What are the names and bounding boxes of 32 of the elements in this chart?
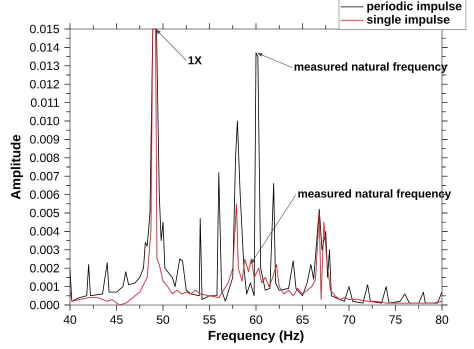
y-tick-label: 0.008	[30, 154, 60, 162]
y-tick-label: 0.005	[30, 208, 60, 218]
legend-label: single impulse	[366, 14, 450, 26]
x-tick-label: 75	[389, 315, 402, 324]
annotation: measured natural frequency	[294, 62, 448, 73]
x-tick-label: 65	[296, 315, 309, 324]
y-tick-label: 0.002	[30, 264, 59, 272]
y-tick-label: 0.012	[30, 80, 59, 88]
legend-label: periodic impulse	[367, 2, 462, 13]
y-tick-label: 0.001	[30, 282, 60, 291]
annotation: measured natural frequency	[298, 189, 452, 200]
y-tick-label: 0.014	[30, 43, 60, 52]
x-tick-label: 80	[436, 315, 448, 324]
y-tick-label: 0.000	[30, 300, 60, 310]
x-tick-label: 70	[342, 315, 356, 324]
x-axis-title: Frequency (Hz)	[208, 330, 304, 343]
y-tick-label: 0.006	[30, 190, 60, 199]
y-tick-label: 0.009	[30, 135, 60, 144]
y-tick-label: 0.007	[30, 172, 59, 180]
x-tick-label: 55	[203, 315, 216, 324]
y-tick-label: 0.003	[30, 246, 60, 254]
x-tick-label: 45	[110, 315, 123, 324]
y-tick-label: 0.013	[30, 62, 60, 70]
y-tick-label: 0.004	[30, 227, 60, 236]
annotation: 1X	[188, 56, 202, 64]
x-tick-label: 60	[250, 315, 262, 324]
y-tick-label: 0.010	[30, 116, 60, 126]
x-tick-label: 40	[64, 315, 76, 324]
y-tick-label: 0.015	[30, 24, 60, 34]
y-tick-label: 0.011	[30, 98, 60, 107]
x-tick-label: 50	[156, 315, 170, 324]
y-axis-title: Amplitude	[10, 134, 24, 200]
